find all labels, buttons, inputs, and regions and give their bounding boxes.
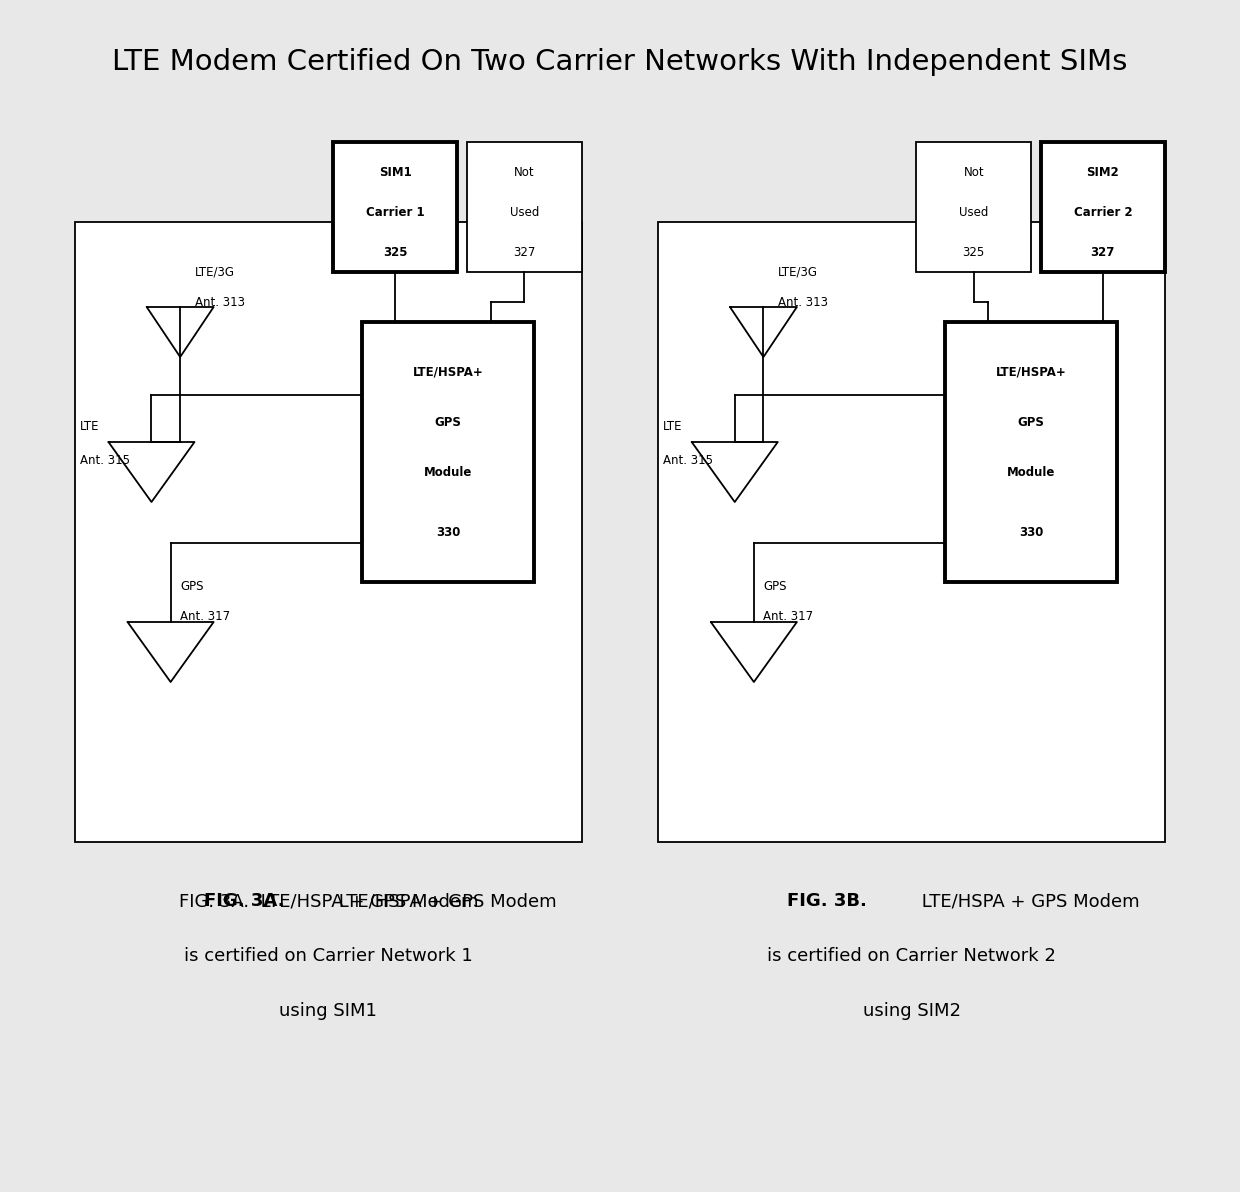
Text: 330: 330 bbox=[1019, 526, 1043, 539]
Text: GPS: GPS bbox=[180, 581, 203, 594]
Text: LTE/HSPA + GPS Modem: LTE/HSPA + GPS Modem bbox=[334, 892, 557, 909]
Bar bbox=[334, 142, 458, 272]
Bar bbox=[467, 142, 582, 272]
Text: LTE/HSPA+: LTE/HSPA+ bbox=[996, 366, 1066, 379]
Text: SIM1: SIM1 bbox=[379, 166, 412, 179]
Text: Carrier 1: Carrier 1 bbox=[366, 205, 424, 218]
Text: LTE: LTE bbox=[663, 421, 682, 434]
Bar bbox=[74, 222, 582, 842]
Text: using SIM1: using SIM1 bbox=[279, 1002, 377, 1020]
Bar bbox=[658, 222, 1166, 842]
Text: 325: 325 bbox=[383, 246, 408, 259]
Text: Used: Used bbox=[959, 205, 988, 218]
Text: Used: Used bbox=[510, 205, 539, 218]
Text: LTE Modem Certified On Two Carrier Networks With Independent SIMs: LTE Modem Certified On Two Carrier Netwo… bbox=[113, 48, 1127, 76]
Text: LTE/HSPA + GPS Modem: LTE/HSPA + GPS Modem bbox=[916, 892, 1140, 909]
Text: Ant. 317: Ant. 317 bbox=[180, 610, 231, 623]
Text: using SIM2: using SIM2 bbox=[863, 1002, 961, 1020]
Text: Ant. 315: Ant. 315 bbox=[663, 453, 713, 466]
Text: SIM2: SIM2 bbox=[1086, 166, 1120, 179]
Text: 327: 327 bbox=[1091, 246, 1115, 259]
Text: GPS: GPS bbox=[434, 416, 461, 428]
Text: 325: 325 bbox=[962, 246, 985, 259]
Bar bbox=[1040, 142, 1166, 272]
Text: FIG. 3B.: FIG. 3B. bbox=[787, 892, 867, 909]
Text: LTE/HSPA+: LTE/HSPA+ bbox=[413, 366, 484, 379]
Text: Ant. 317: Ant. 317 bbox=[764, 610, 813, 623]
Bar bbox=[362, 322, 534, 582]
Text: Carrier 2: Carrier 2 bbox=[1074, 205, 1132, 218]
Text: 330: 330 bbox=[435, 526, 460, 539]
Text: FIG. 3A.: FIG. 3A. bbox=[205, 892, 284, 909]
Text: Not: Not bbox=[963, 166, 985, 179]
Text: is certified on Carrier Network 1: is certified on Carrier Network 1 bbox=[184, 946, 472, 966]
Text: Module: Module bbox=[1007, 466, 1055, 478]
Text: LTE: LTE bbox=[79, 421, 99, 434]
Bar bbox=[916, 142, 1032, 272]
Text: is certified on Carrier Network 2: is certified on Carrier Network 2 bbox=[768, 946, 1056, 966]
Text: Not: Not bbox=[515, 166, 534, 179]
Text: Module: Module bbox=[424, 466, 472, 478]
Text: Ant. 313: Ant. 313 bbox=[195, 296, 244, 309]
Text: FIG. 3A.  LTE/HSPA + GPS Modem: FIG. 3A. LTE/HSPA + GPS Modem bbox=[179, 892, 479, 909]
Text: 327: 327 bbox=[513, 246, 536, 259]
Text: GPS: GPS bbox=[764, 581, 787, 594]
Text: LTE/3G: LTE/3G bbox=[777, 266, 817, 279]
Text: Ant. 315: Ant. 315 bbox=[79, 453, 130, 466]
Text: GPS: GPS bbox=[1018, 416, 1044, 428]
Text: LTE/3G: LTE/3G bbox=[195, 266, 234, 279]
Text: Ant. 313: Ant. 313 bbox=[777, 296, 828, 309]
Bar bbox=[945, 322, 1117, 582]
